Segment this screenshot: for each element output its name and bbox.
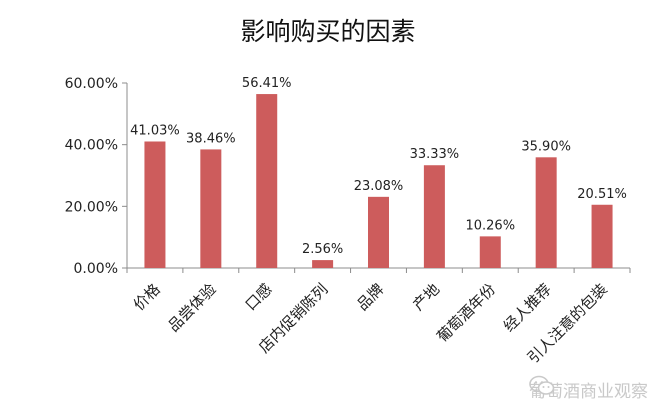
x-tick-label: 葡萄酒年份 <box>433 280 499 346</box>
x-tick-label: 品牌 <box>353 280 387 314</box>
x-tick-label: 产地 <box>409 280 443 314</box>
bar <box>312 260 334 268</box>
bar <box>256 94 278 268</box>
data-label: 56.41% <box>242 76 292 91</box>
bar <box>591 204 613 268</box>
chart-title: 影响购买的因素 <box>240 17 416 46</box>
data-label: 10.26% <box>465 218 515 233</box>
x-tick-label: 经人推荐 <box>500 280 555 335</box>
data-label: 2.56% <box>302 242 343 257</box>
bar <box>423 165 445 268</box>
y-tick-label: 20.00% <box>65 199 118 215</box>
x-tick-label: 品尝体验 <box>164 280 219 335</box>
x-tick-label: 口感 <box>242 280 276 314</box>
y-tick-label: 0.00% <box>74 261 118 277</box>
watermark: 葡萄酒商业观察 <box>529 375 648 403</box>
bar <box>479 236 501 268</box>
y-tick-label: 60.00% <box>65 76 118 92</box>
watermark-text: 葡萄酒商业观察 <box>529 381 648 402</box>
bar <box>535 157 557 268</box>
bar <box>144 141 166 268</box>
data-label: 33.33% <box>410 147 460 162</box>
wechat-icon <box>529 375 555 395</box>
data-label: 20.51% <box>577 187 627 202</box>
y-tick-label: 40.00% <box>65 138 118 154</box>
data-label: 38.46% <box>186 131 236 146</box>
x-tick-label: 价格 <box>130 280 164 314</box>
data-label: 41.03% <box>130 123 180 138</box>
data-label: 23.08% <box>354 179 404 194</box>
bar <box>200 149 222 268</box>
data-label: 35.90% <box>521 139 571 154</box>
bar <box>368 196 389 268</box>
